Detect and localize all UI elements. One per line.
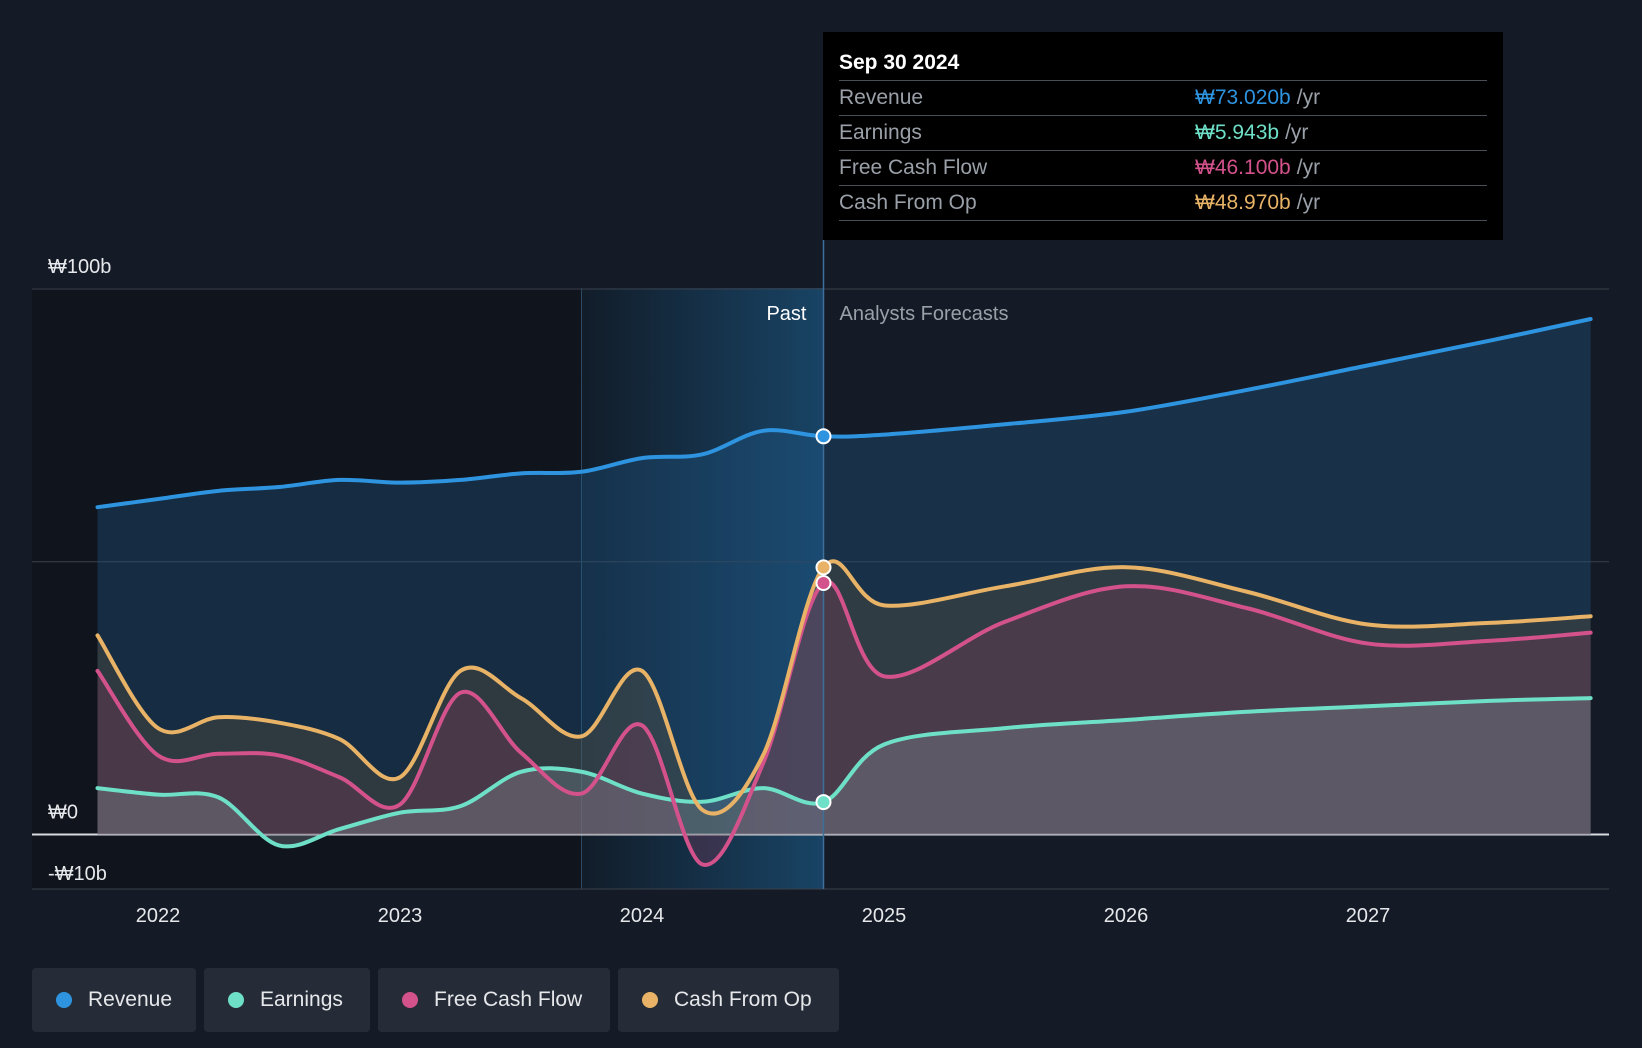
tooltip-label: Revenue: [839, 86, 924, 109]
legend-dot-icon: [56, 992, 72, 1008]
tooltip-row-free-cash-flow: Free Cash Flow ₩46.100b /yr: [839, 150, 1487, 185]
x-tick-label: 2022: [136, 905, 181, 927]
legend-label: Earnings: [260, 988, 343, 1011]
tooltip-row-earnings: Earnings ₩5.943b /yr: [839, 115, 1487, 150]
earnings-area: [97, 698, 1591, 847]
revenue-marker: [815, 428, 832, 445]
free-cash-flow-marker: [815, 575, 832, 592]
legend: Revenue Earnings Free Cash Flow Cash Fro…: [32, 968, 839, 1032]
earnings-line: [95, 696, 1593, 849]
legend-item-cash-from-op[interactable]: Cash From Op: [618, 968, 839, 1032]
tooltip-unit: /yr: [1296, 156, 1321, 179]
tooltip-value: ₩48.970b: [1195, 191, 1291, 214]
free-cash-flow-area: [97, 581, 1591, 865]
tooltip-unit: /yr: [1296, 86, 1321, 109]
forecast-label: Analysts Forecasts: [840, 303, 1009, 325]
tooltip-label: Free Cash Flow: [839, 156, 988, 179]
tooltip-row-revenue: Revenue ₩73.020b /yr: [839, 80, 1487, 115]
x-tick-label: 2023: [378, 905, 423, 927]
legend-label: Free Cash Flow: [434, 988, 583, 1011]
tooltip-value: ₩5.943b: [1195, 121, 1280, 144]
past-label: Past: [766, 303, 806, 325]
y-tick-label: -₩10b: [48, 863, 107, 885]
x-tick-label: 2025: [862, 905, 907, 927]
legend-item-free-cash-flow[interactable]: Free Cash Flow: [378, 968, 610, 1032]
legend-dot-icon: [642, 992, 658, 1008]
tooltip-label: Earnings: [839, 121, 922, 144]
tooltip-unit: /yr: [1285, 121, 1309, 144]
earnings-marker: [815, 794, 832, 811]
cash-from-op-area: [97, 561, 1591, 835]
revenue-area: [97, 319, 1591, 835]
tooltip-label: Cash From Op: [839, 191, 977, 214]
y-tick-label: ₩100b: [48, 256, 111, 278]
tooltip-value: ₩73.020b: [1195, 86, 1291, 109]
legend-dot-icon: [402, 992, 418, 1008]
cash-from-op-line: [95, 559, 1593, 816]
tooltip-row-cash-from-op: Cash From Op ₩48.970b /yr: [839, 185, 1487, 221]
y-tick-label: ₩0: [48, 802, 78, 824]
free-cash-flow-line: [95, 579, 1593, 867]
x-tick-label: 2027: [1346, 905, 1391, 927]
x-tick-label: 2026: [1104, 905, 1149, 927]
revenue-line: [95, 317, 1593, 510]
x-tick-label: 2024: [620, 905, 665, 927]
tooltip: Sep 30 2024 Revenue ₩73.020b /yr Earning…: [823, 32, 1503, 240]
legend-item-revenue[interactable]: Revenue: [32, 968, 196, 1032]
past-highlight-region: [581, 288, 824, 889]
legend-dot-icon: [228, 992, 244, 1008]
legend-label: Cash From Op: [674, 988, 812, 1011]
tooltip-unit: /yr: [1296, 191, 1321, 214]
legend-label: Revenue: [87, 988, 172, 1011]
tooltip-date: Sep 30 2024: [839, 51, 960, 74]
tooltip-value: ₩46.100b: [1195, 156, 1291, 179]
cash-from-op-marker: [815, 559, 832, 576]
legend-item-earnings[interactable]: Earnings: [204, 968, 370, 1032]
